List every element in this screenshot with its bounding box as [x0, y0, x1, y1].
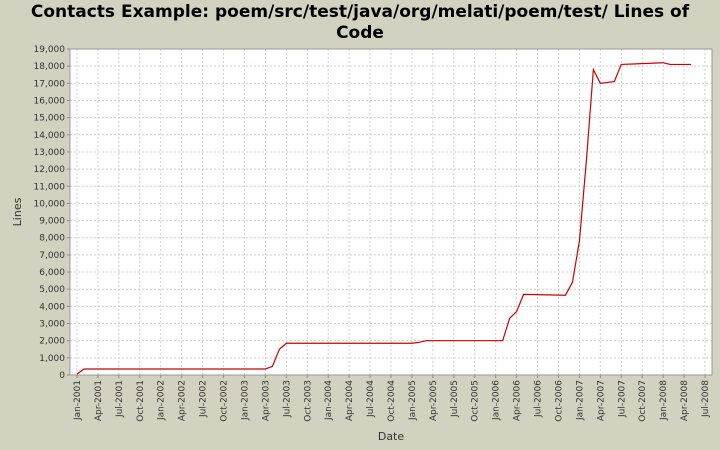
x-tick-label: Apr-2001	[94, 380, 104, 421]
x-tick-label: Jul-2004	[366, 380, 376, 418]
x-tick-label: Jan-2005	[408, 380, 418, 421]
x-tick-label: Oct-2002	[220, 380, 230, 422]
chart-title: Contacts Example: poem/src/test/java/org…	[30, 2, 690, 43]
x-tick-label: Jul-2001	[115, 380, 125, 418]
x-axis-label: Date	[378, 430, 405, 443]
y-tick-label: 18,000	[34, 62, 66, 72]
y-tick-label: 11,000	[34, 182, 66, 192]
y-tick-label: 5,000	[39, 285, 65, 295]
y-tick-label: 10,000	[34, 199, 66, 209]
x-tick-label: Jan-2001	[73, 380, 83, 421]
y-tick-label: 7,000	[39, 251, 65, 261]
x-tick-label: Jan-2003	[240, 380, 250, 421]
x-tick-label: Jul-2007	[617, 380, 627, 418]
y-tick-label: 6,000	[39, 268, 65, 278]
y-tick-label: 13,000	[34, 148, 66, 158]
y-tick-label: 17,000	[34, 79, 66, 89]
y-tick-label: 14,000	[34, 131, 66, 141]
series-line	[76, 62, 692, 375]
y-tick-label: 12,000	[34, 165, 66, 175]
x-tick-label: Apr-2007	[596, 380, 606, 421]
x-tick-label: Apr-2003	[261, 380, 271, 421]
x-tick-label: Jan-2002	[157, 380, 167, 421]
x-tick-label: Jul-2006	[534, 380, 544, 418]
y-tick-label: 8,000	[39, 234, 65, 244]
x-tick-label: Jan-2007	[575, 380, 585, 421]
x-tick-label: Jul-2003	[282, 380, 292, 418]
x-tick-label: Jan-2006	[492, 380, 502, 421]
y-tick-label: 19,000	[34, 45, 66, 55]
x-tick-label: Jul-2002	[199, 380, 209, 418]
x-tick-label: Oct-2007	[638, 380, 648, 422]
x-tick-label: Jan-2004	[324, 380, 334, 421]
y-tick-label: 3,000	[39, 320, 65, 330]
y-tick-label: 4,000	[39, 302, 65, 312]
x-tick-label: Oct-2006	[554, 380, 564, 422]
x-tick-label: Oct-2005	[471, 380, 481, 422]
x-tick-label: Apr-2008	[680, 380, 690, 421]
y-tick-label: 2,000	[39, 337, 65, 347]
y-tick-label: 0	[59, 371, 65, 381]
x-tick-label: Oct-2003	[303, 380, 313, 422]
x-tick-label: Apr-2002	[178, 380, 188, 421]
x-tick-label: Jul-2008	[701, 380, 711, 418]
x-tick-label: Jul-2005	[450, 380, 460, 418]
x-tick-label: Apr-2005	[429, 380, 439, 421]
y-tick-label: 16,000	[34, 96, 66, 106]
x-tick-label: Apr-2006	[513, 380, 523, 421]
plot-border	[69, 48, 713, 376]
y-tick-label: 1,000	[39, 354, 65, 364]
y-tick-label: 9,000	[39, 217, 65, 227]
x-tick-label: Oct-2001	[136, 380, 146, 422]
x-tick-label: Apr-2004	[345, 380, 355, 421]
x-tick-label: Oct-2004	[387, 380, 397, 422]
y-axis-label: Lines	[11, 197, 24, 226]
x-tick-label: Jan-2008	[659, 380, 669, 421]
y-tick-label: 15,000	[34, 114, 66, 124]
plot-area	[70, 49, 712, 375]
